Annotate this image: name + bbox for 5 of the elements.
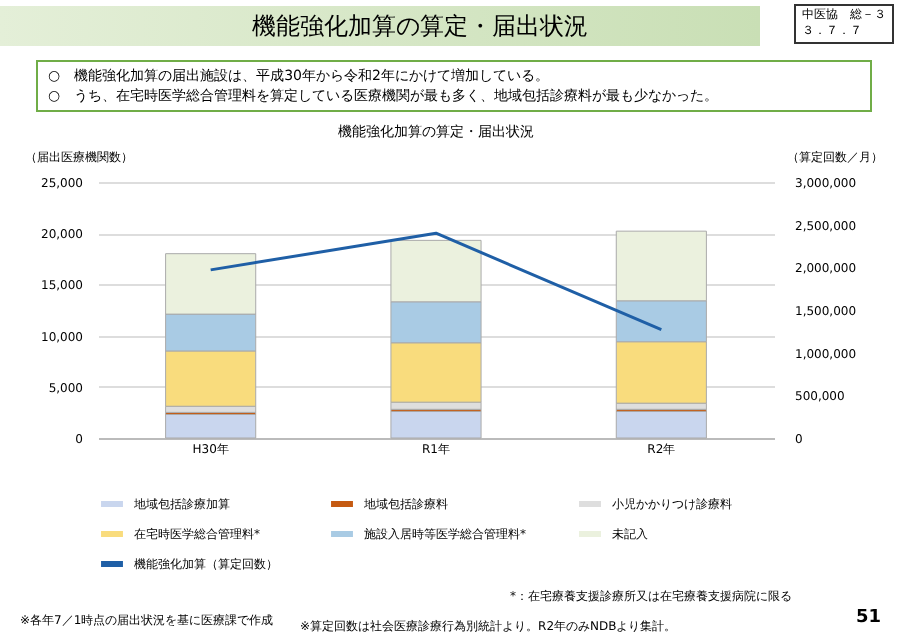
text: 51 (856, 608, 882, 628)
bar (615, 410, 707, 439)
bar (390, 410, 482, 439)
bar (165, 413, 257, 439)
chart-title: 機能強化加算の算定・届出状況 (252, 12, 588, 40)
